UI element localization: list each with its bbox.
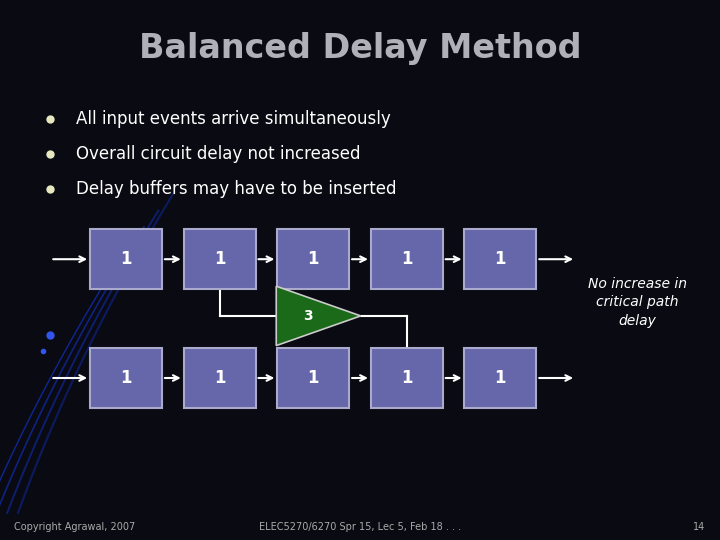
FancyBboxPatch shape xyxy=(371,348,443,408)
Text: 14: 14 xyxy=(693,522,706,532)
Text: 1: 1 xyxy=(307,369,319,387)
Text: Copyright Agrawal, 2007: Copyright Agrawal, 2007 xyxy=(14,522,135,532)
FancyBboxPatch shape xyxy=(90,230,162,289)
FancyBboxPatch shape xyxy=(277,348,349,408)
Text: 3: 3 xyxy=(303,309,312,323)
Text: No increase in
critical path
delay: No increase in critical path delay xyxy=(588,277,687,328)
Text: 1: 1 xyxy=(401,369,413,387)
FancyBboxPatch shape xyxy=(371,230,443,289)
Text: 1: 1 xyxy=(120,369,132,387)
Text: 1: 1 xyxy=(495,250,506,268)
Text: Balanced Delay Method: Balanced Delay Method xyxy=(139,32,581,65)
Text: All input events arrive simultaneously: All input events arrive simultaneously xyxy=(76,110,390,128)
Text: 1: 1 xyxy=(495,369,506,387)
FancyBboxPatch shape xyxy=(277,230,349,289)
Polygon shape xyxy=(276,286,361,346)
Text: 1: 1 xyxy=(307,250,319,268)
Text: Overall circuit delay not increased: Overall circuit delay not increased xyxy=(76,145,360,163)
Text: 1: 1 xyxy=(120,250,132,268)
FancyBboxPatch shape xyxy=(464,348,536,408)
FancyBboxPatch shape xyxy=(184,230,256,289)
Text: 1: 1 xyxy=(214,250,225,268)
FancyBboxPatch shape xyxy=(184,348,256,408)
Text: Delay buffers may have to be inserted: Delay buffers may have to be inserted xyxy=(76,180,396,198)
Text: 1: 1 xyxy=(214,369,225,387)
Text: 1: 1 xyxy=(401,250,413,268)
Text: ELEC5270/6270 Spr 15, Lec 5, Feb 18 . . .: ELEC5270/6270 Spr 15, Lec 5, Feb 18 . . … xyxy=(259,522,461,532)
FancyBboxPatch shape xyxy=(464,230,536,289)
FancyBboxPatch shape xyxy=(90,348,162,408)
